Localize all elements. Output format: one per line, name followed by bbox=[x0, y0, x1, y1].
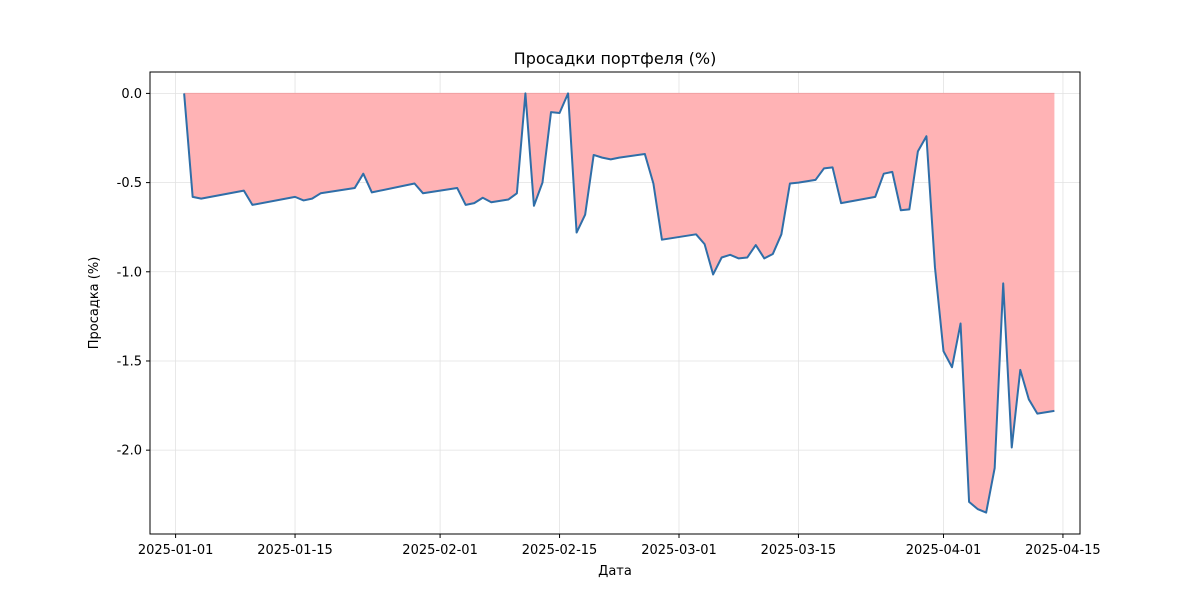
y-tick-label: -1.0 bbox=[117, 265, 142, 280]
x-tick-label: 2025-04-15 bbox=[1025, 543, 1101, 558]
x-tick-label: 2025-03-01 bbox=[641, 543, 717, 558]
x-tick-label: 2025-02-01 bbox=[402, 543, 478, 558]
x-axis: 2025-01-01 2025-01-15 2025-02-01 2025-02-15… bbox=[138, 534, 1101, 558]
y-tick-label: 0.0 bbox=[121, 87, 142, 102]
y-tick-label: -1.5 bbox=[117, 354, 142, 369]
plot-layer bbox=[183, 92, 1055, 514]
y-axis-title: Просадка (%) bbox=[87, 257, 102, 350]
drawdown-area-0 bbox=[184, 93, 1055, 513]
x-tick-label: 2025-02-15 bbox=[522, 543, 598, 558]
drawdown-line-0 bbox=[183, 92, 1055, 514]
x-tick-label: 2025-03-15 bbox=[761, 543, 837, 558]
plot-frame bbox=[149, 71, 1081, 535]
y-axis: 0.0 -0.5 -1.0 -1.5 -2.0 bbox=[117, 87, 150, 459]
x-tick-label: 2025-01-15 bbox=[257, 543, 333, 558]
x-tick-label: 2025-01-01 bbox=[138, 543, 214, 558]
x-tick-label: 2025-04-01 bbox=[906, 543, 982, 558]
y-tick-label: -2.0 bbox=[117, 444, 142, 459]
chart-title: Просадки портфеля (%) bbox=[514, 49, 717, 68]
y-tick-label: -0.5 bbox=[117, 176, 142, 191]
x-axis-title: Дата bbox=[598, 564, 632, 579]
